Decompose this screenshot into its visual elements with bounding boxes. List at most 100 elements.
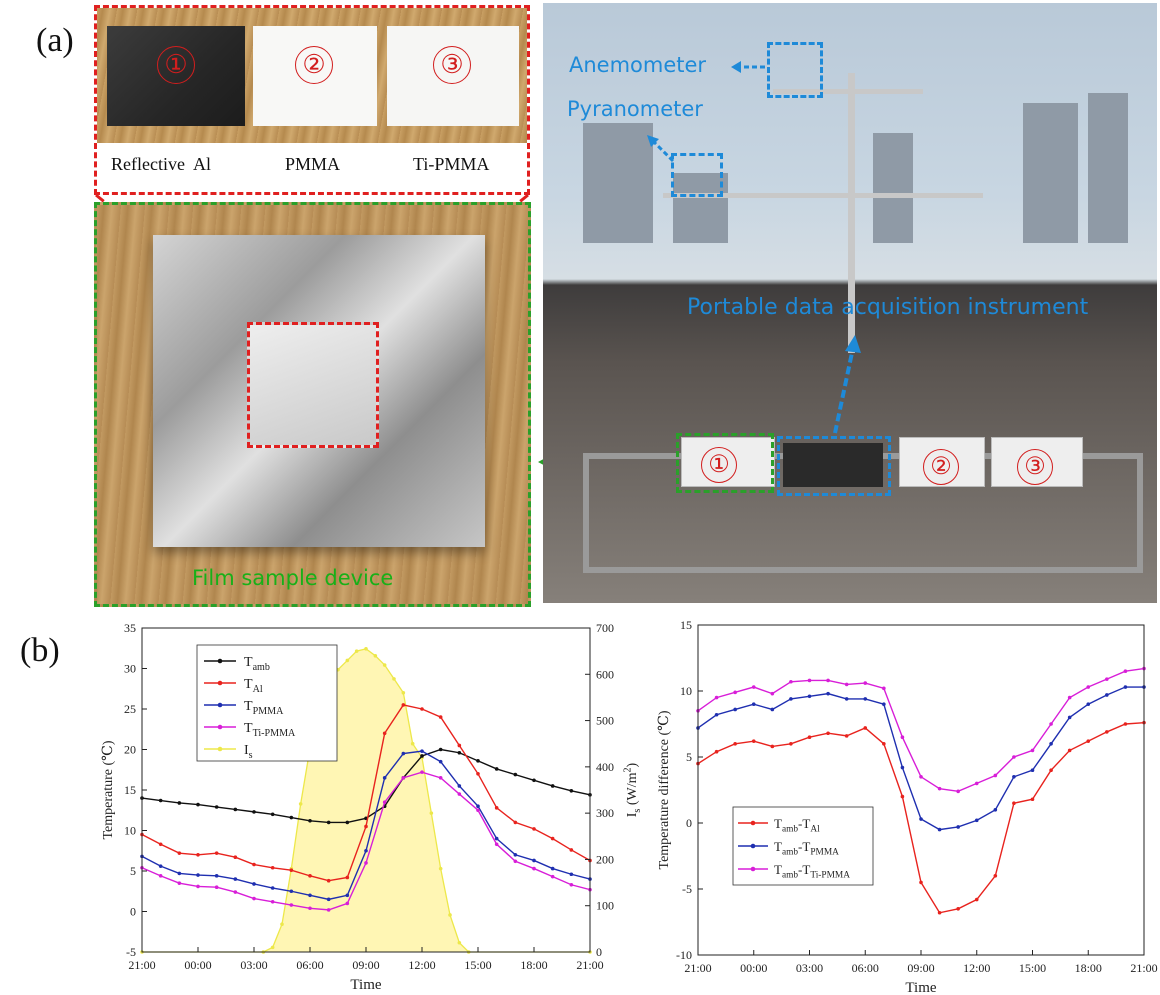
chart1-point-Tamb xyxy=(252,810,256,814)
chart1-legend-label-part: T xyxy=(244,699,253,714)
chart1-legend-label-part: I xyxy=(244,743,249,758)
chart1-point-TAl xyxy=(326,878,331,883)
chart1-point-TPMMA xyxy=(233,877,238,881)
chart1-point-TAl xyxy=(177,851,182,855)
chart1-point-Tamb xyxy=(457,750,462,755)
chart2-point-Tamb-TTi-PMMA xyxy=(937,786,942,791)
chart1-point-TTi-PMMA xyxy=(326,908,331,912)
chart2-point-Tamb-TTi-PMMA xyxy=(863,681,868,685)
chart2-series-Tamb-TTi-PMMA xyxy=(697,667,1145,793)
lower-crossarm xyxy=(663,193,983,198)
chart1-point-TPMMA xyxy=(177,871,182,876)
chart1-xtick-label: 18:00 xyxy=(520,958,547,972)
chart1-legend-swatch-point xyxy=(217,658,223,664)
chart1-point-TPMMA xyxy=(364,848,368,853)
chart1-legend-swatch-point xyxy=(217,680,223,686)
chart1-point-Tamb xyxy=(569,789,574,793)
chart2-legend-label-part: -T xyxy=(798,816,810,831)
chart2-point-Tamb-TAl xyxy=(826,731,830,736)
chart2-point-Tamb-TPMMA xyxy=(770,707,775,712)
chart2-legend-swatch-point xyxy=(750,866,756,872)
panel-label-a: (a) xyxy=(36,22,74,59)
chart1-point-TAl xyxy=(252,862,256,867)
chart2-point-Tamb-TTi-PMMA xyxy=(993,773,998,778)
chart2-point-Tamb-TTi-PMMA xyxy=(751,685,756,689)
chart2-point-Tamb-TPMMA xyxy=(1123,685,1128,689)
chart2-point-Tamb-TAl xyxy=(1086,739,1091,743)
chart1-point-TTi-PMMA xyxy=(569,882,574,887)
chart2-xtick-label: 21:00 xyxy=(684,961,711,975)
chart2-point-Tamb-TTi-PMMA xyxy=(882,686,886,691)
chart1-y2tick-label: 300 xyxy=(596,806,614,820)
chart1-point-TTi-PMMA xyxy=(289,903,294,907)
building-2 xyxy=(673,173,728,243)
chart2-point-Tamb-TAl xyxy=(733,742,737,746)
chart2-point-Tamb-TTi-PMMA xyxy=(1030,748,1035,753)
anemometer-arrow-head xyxy=(731,61,741,73)
chart1-point-Is xyxy=(457,940,462,945)
chart2-point-Tamb-TPMMA xyxy=(844,697,849,701)
chart1-point-TPMMA xyxy=(476,804,480,808)
chart1-y2-axis-label: Is (W/m2) xyxy=(623,762,643,817)
chart1-point-TTi-PMMA xyxy=(308,906,312,911)
mast-crossarm xyxy=(773,89,923,94)
chart1-point-Tamb xyxy=(550,784,555,788)
chart1-point-TPMMA xyxy=(196,873,200,877)
chart2-point-Tamb-TTi-PMMA xyxy=(714,695,719,700)
chart2-legend-label: Tamb-TTi-PMMA xyxy=(774,862,850,881)
chart2-point-Tamb-TPMMA xyxy=(956,825,960,829)
chart2-xtick-label: 00:00 xyxy=(740,961,767,975)
chart1-point-TPMMA xyxy=(345,893,350,898)
chart2-point-Tamb-TPMMA xyxy=(937,827,942,832)
chart1-point-Is xyxy=(392,677,396,681)
chart1-point-TPMMA xyxy=(270,886,275,890)
chart2-ytick-label: -5 xyxy=(682,882,692,896)
chart2-legend-label-part: Ti-PMMA xyxy=(810,871,850,881)
chart1-point-Tamb xyxy=(326,820,331,825)
chart2-legend-label: Tamb-TAl xyxy=(774,816,820,835)
chart1-y-axis-label: Temperature (℃) xyxy=(101,740,116,839)
chart1-legend-swatch-point xyxy=(217,724,223,730)
chart2-point-Tamb-TAl xyxy=(1012,801,1016,805)
chart1-y2-axis-label-part: s xyxy=(632,809,643,813)
building-1 xyxy=(583,123,653,243)
chart2-point-Tamb-TAl xyxy=(919,880,923,885)
chart1-point-TPMMA xyxy=(438,759,443,764)
chart1-point-Is xyxy=(280,922,284,927)
anemometer-label: Anemometer xyxy=(569,53,707,77)
chart1-point-TAl xyxy=(494,806,499,810)
chart2-point-Tamb-TAl xyxy=(1067,748,1072,753)
chart2-point-Tamb-TAl xyxy=(770,744,775,749)
site-number-3: ③ xyxy=(1017,449,1053,485)
temperature-difference-chart: 21:00 00:00 03:00 06:00 09:00 12:00 15:00 18:00… xyxy=(657,618,1158,995)
chart2-point-Tamb-TTi-PMMA xyxy=(956,789,960,794)
chart1-legend-label: TTi-PMMA xyxy=(244,721,296,739)
chart2-plot-frame xyxy=(697,624,1145,956)
reflective-al-sample: ① xyxy=(107,26,245,126)
chart1-point-Tamb xyxy=(158,798,163,803)
chart1-point-TAl xyxy=(233,855,238,860)
chart2-point-Tamb-TPMMA xyxy=(1030,768,1035,772)
sample-films-photo: ① ② ③ Reflective Al PMMA Ti-PMMA xyxy=(94,5,530,195)
chart1-y2tick-label: 100 xyxy=(596,899,614,913)
chart1-point-Tamb xyxy=(532,778,536,783)
chart2-y-axis-label: Temperature difference (℃) xyxy=(657,710,672,869)
chart2-point-Tamb-TPMMA xyxy=(1067,715,1072,720)
chart2-legend-label-part: amb xyxy=(782,871,798,881)
chart1-xtick-label: 15:00 xyxy=(464,958,491,972)
chart1-point-TPMMA xyxy=(252,882,256,886)
chart1-xtick-label: 21:00 xyxy=(128,958,155,972)
chart1-legend-label-part: PMMA xyxy=(253,706,285,717)
ti-pmma-sample: ③ xyxy=(387,26,519,126)
chart1-point-TPMMA xyxy=(513,853,518,857)
chart2-point-Tamb-TPMMA xyxy=(1086,702,1091,706)
chart2-legend-label-part: -T xyxy=(798,862,810,877)
chart2-point-Tamb-TAl xyxy=(882,742,886,746)
chart1-point-TTi-PMMA xyxy=(270,899,275,904)
chart1-ytick-label: 35 xyxy=(124,621,136,635)
chart2-xtick-label: 06:00 xyxy=(852,961,879,975)
chart2-point-Tamb-TAl xyxy=(900,794,905,799)
chart1-legend-label: TPMMA xyxy=(244,699,284,717)
chart2-legend-label-part: Al xyxy=(810,825,820,835)
